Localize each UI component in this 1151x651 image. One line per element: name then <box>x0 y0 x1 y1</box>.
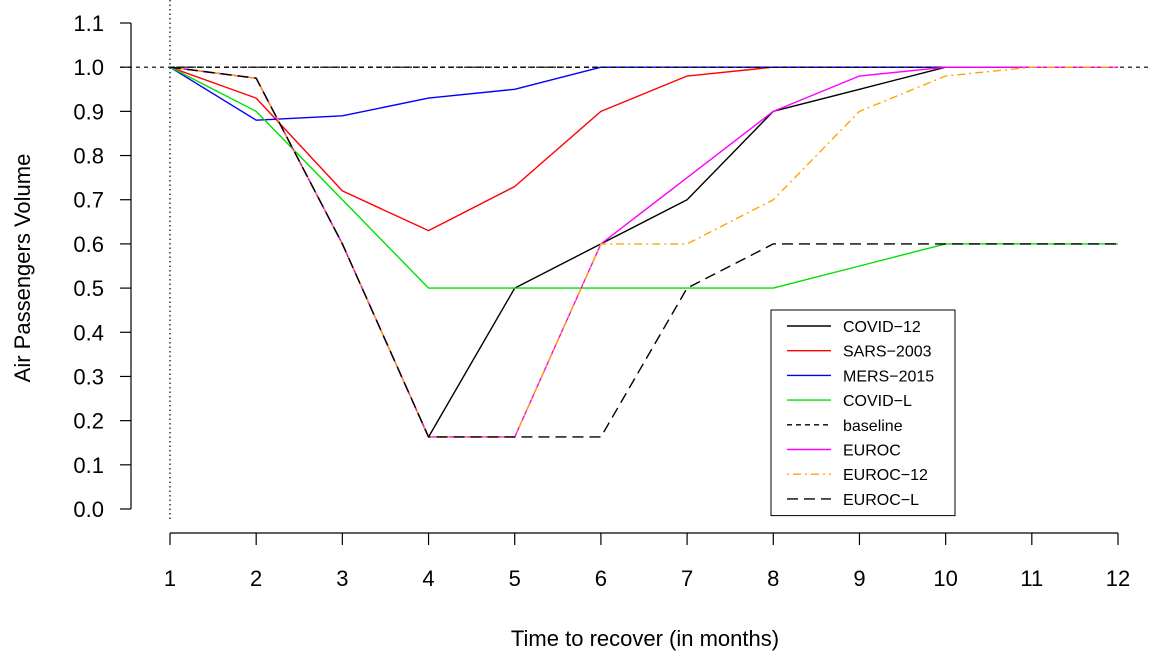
legend-label: EUROC−L <box>843 492 919 509</box>
legend: COVID−12 SARS−2003 MERS−2015 COVID−L baselin… <box>770 309 956 517</box>
x-tick-label: 8 <box>767 566 779 591</box>
legend-label: COVID−L <box>843 393 912 410</box>
legend-label: EUROC−12 <box>843 467 928 484</box>
axes: 0.00.10.20.30.40.50.60.70.80.91.01.11 2 3 4… <box>73 11 1130 591</box>
x-tick-label: 9 <box>853 566 865 591</box>
series-line-euroc-l <box>169 66 1118 438</box>
series-lines <box>169 66 1118 438</box>
y-axis-title: Air Passengers Volume <box>10 154 35 383</box>
y-tick-label: 0.1 <box>73 453 104 478</box>
x-tick-label: 4 <box>422 566 434 591</box>
legend-label: COVID−12 <box>843 319 921 336</box>
y-tick-label: 0.2 <box>73 409 104 434</box>
y-tick-label: 0.4 <box>73 320 104 345</box>
y-tick-label: 0.0 <box>73 497 104 522</box>
y-tick-label: 0.5 <box>73 276 104 301</box>
series-line-euroc <box>169 66 1118 438</box>
legend-label: baseline <box>843 418 903 435</box>
legend-label: SARS−2003 <box>843 344 932 361</box>
y-tick-label: 0.6 <box>73 232 104 257</box>
series-line-covid-12 <box>169 66 1118 438</box>
x-tick-label: 12 <box>1106 566 1130 591</box>
x-tick-label: 7 <box>681 566 693 591</box>
y-tick-label: 0.7 <box>73 188 104 213</box>
y-tick-label: 1.0 <box>73 55 104 80</box>
y-tick-label: 0.9 <box>73 99 104 124</box>
x-tick-label: 2 <box>250 566 262 591</box>
x-tick-label: 10 <box>933 566 957 591</box>
x-tick-label: 5 <box>509 566 521 591</box>
series-line-euroc-12 <box>169 66 1118 438</box>
x-tick-label: 11 <box>1020 566 1043 591</box>
reference-lines <box>120 0 1150 522</box>
x-tick-label: 1 <box>164 566 176 591</box>
y-tick-label: 0.8 <box>73 144 104 169</box>
series-line-sars-2003 <box>169 66 1118 232</box>
legend-label: MERS−2015 <box>843 368 934 385</box>
series-line-covid-l <box>169 66 1118 289</box>
legend-box <box>770 309 956 517</box>
legend-label: EUROC <box>843 443 901 460</box>
x-tick-label: 3 <box>336 566 348 591</box>
y-tick-label: 1.1 <box>73 11 104 36</box>
x-axis-title: Time to recover (in months) <box>511 626 779 651</box>
y-tick-label: 0.3 <box>73 364 104 389</box>
x-tick-label: 6 <box>595 566 607 591</box>
